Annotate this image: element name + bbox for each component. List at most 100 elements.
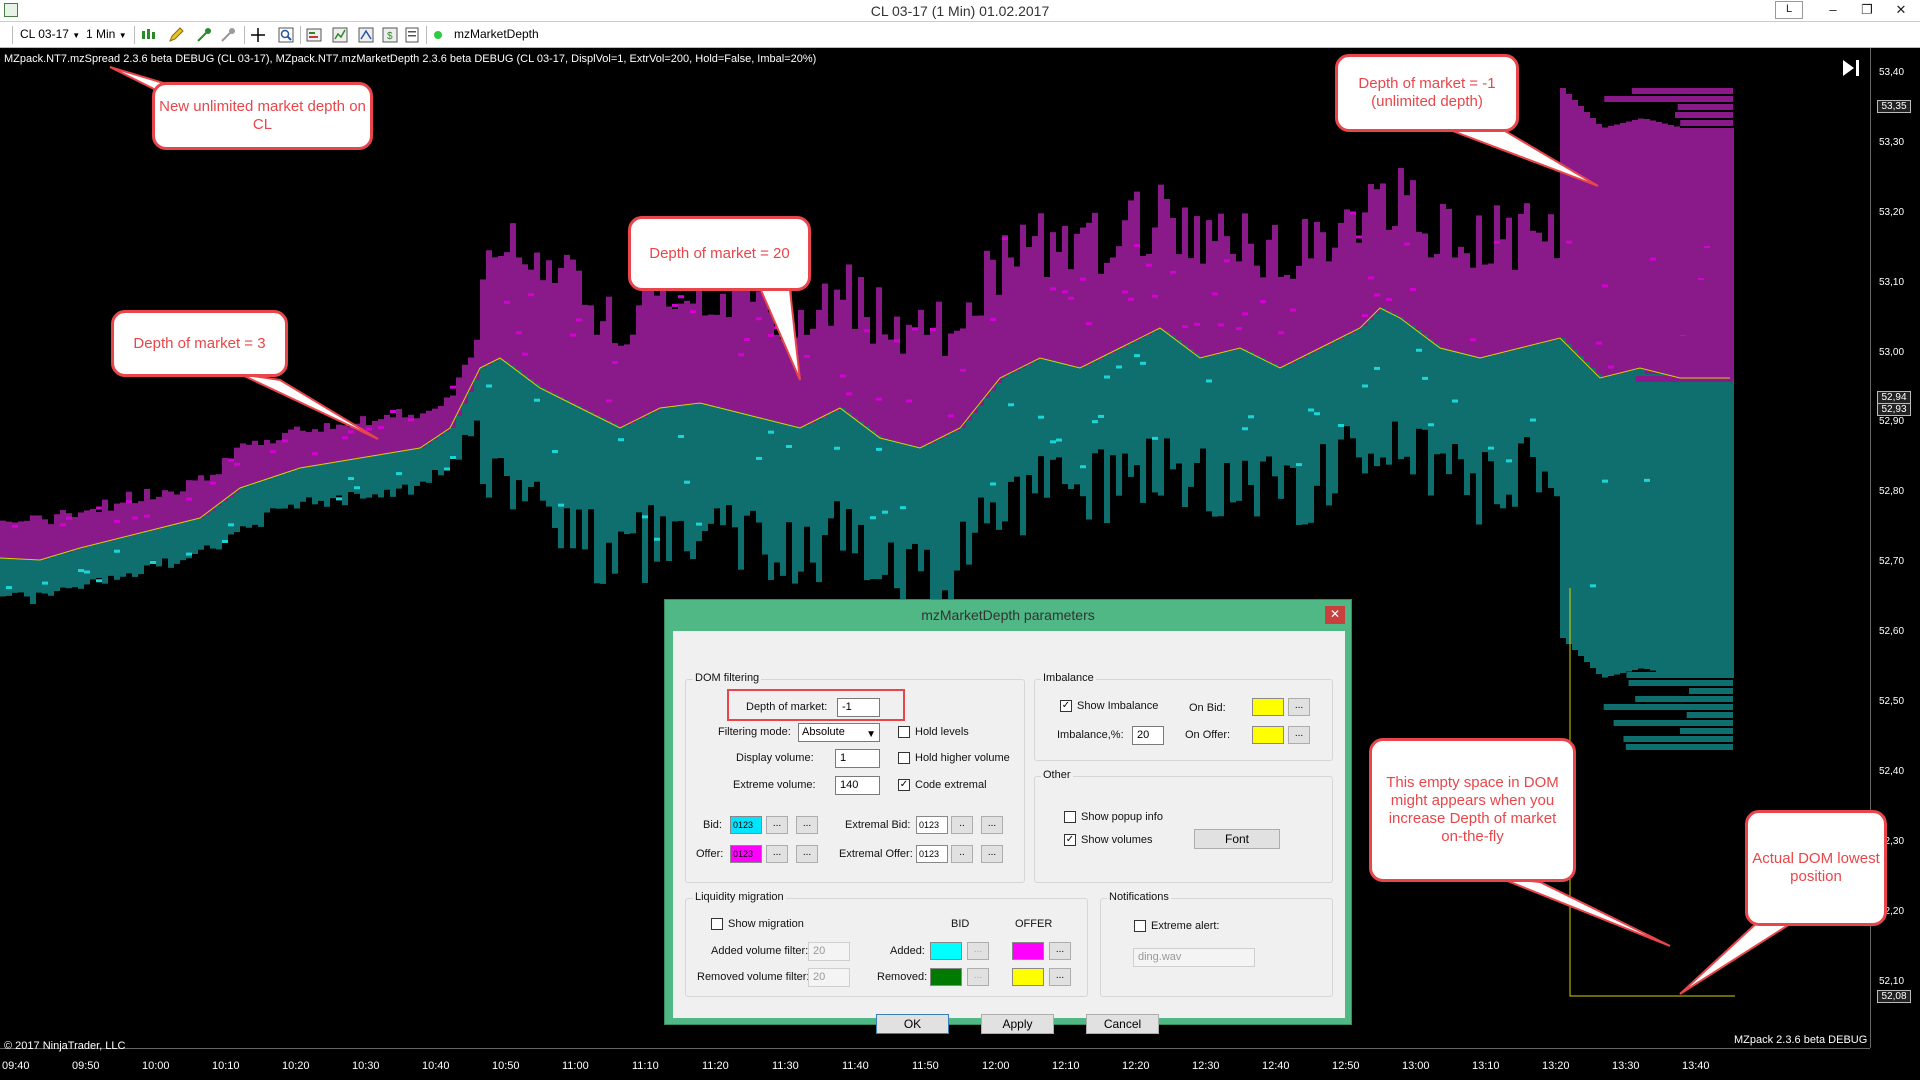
maximize-button[interactable]: ❐: [1861, 2, 1873, 17]
extremal-offer-swatch[interactable]: 0123: [916, 845, 948, 863]
bid-depth-bar: [1644, 369, 1650, 669]
hold-higher-checkbox[interactable]: [898, 752, 910, 764]
chart-style-icon[interactable]: [140, 27, 156, 43]
show-imbalance-checkbox[interactable]: ✓: [1060, 700, 1072, 712]
ask-depth-bar: [558, 267, 564, 397]
market-depth-plot[interactable]: [0, 48, 1870, 1048]
ok-button[interactable]: OK: [876, 1014, 949, 1034]
ask-extreme-mark: [1356, 235, 1362, 239]
filtering-mode-select[interactable]: Absolute ▼: [798, 723, 880, 742]
price-axis[interactable]: 53,40 53,30 53,20 53,10 53,00 52,90 52,8…: [1870, 48, 1920, 1048]
offer-color-swatch[interactable]: 0123: [730, 845, 762, 863]
extreme-alert-checkbox[interactable]: [1134, 920, 1146, 932]
dollar-icon[interactable]: $: [382, 27, 398, 43]
bid-depth-bar: [480, 368, 486, 485]
time-tick: 13:20: [1542, 1060, 1570, 1072]
bid-depth-bar: [834, 411, 840, 502]
dom-ladder-level: [1613, 720, 1733, 726]
removed-bid-button[interactable]: ...: [967, 968, 989, 986]
remove-drawing-icon[interactable]: [220, 27, 236, 43]
ask-extreme-mark: [342, 436, 348, 440]
ask-extreme-mark: [270, 450, 276, 454]
added-filter-input[interactable]: 20: [808, 942, 850, 961]
ask-extreme-mark: [1062, 290, 1068, 294]
notifications-label: Notifications: [1107, 891, 1171, 903]
on-bid-color-button[interactable]: ...: [1288, 698, 1310, 716]
crosshair-icon[interactable]: [250, 27, 266, 43]
bid-depth-bar: [1428, 339, 1434, 496]
ask-depth-bar: [1482, 264, 1488, 358]
bid-extreme-mark: [1314, 412, 1320, 416]
display-volume-input[interactable]: 1: [835, 749, 880, 768]
on-offer-color-button[interactable]: ...: [1288, 726, 1310, 744]
ask-depth-bar: [564, 254, 570, 400]
dialog-close-button[interactable]: ✕: [1325, 606, 1345, 624]
offer-color-button[interactable]: ...: [766, 845, 788, 863]
added-bid-button[interactable]: ...: [967, 942, 989, 960]
bid-depth-bar: [1302, 357, 1308, 525]
extremal-bid-swatch[interactable]: 0123: [916, 816, 948, 834]
ask-depth-bar: [660, 265, 666, 408]
ask-depth-bar: [1392, 225, 1398, 314]
code-extremal-checkbox[interactable]: ✓: [898, 779, 910, 791]
on-offer-color-swatch[interactable]: [1252, 726, 1284, 744]
strategies-icon[interactable]: [358, 27, 374, 43]
bid-depth-bar: [1092, 362, 1098, 454]
cancel-button[interactable]: Cancel: [1086, 1014, 1159, 1034]
minimize-button[interactable]: –: [1829, 2, 1837, 17]
ask-depth-bar: [156, 496, 162, 529]
depth-input[interactable]: -1: [837, 698, 880, 717]
instrument-selector[interactable]: CL 03-17 ▼: [20, 27, 80, 41]
zoom-icon[interactable]: [278, 27, 294, 43]
removed-filter-input[interactable]: 20: [808, 968, 850, 987]
time-axis[interactable]: 09:40 09:50 10:00 10:10 10:20 10:30 10:4…: [0, 1048, 1870, 1080]
added-offer-button[interactable]: ...: [1049, 942, 1071, 960]
interval-selector[interactable]: 1 Min ▼: [86, 27, 127, 41]
close-button[interactable]: ✕: [1895, 2, 1907, 17]
ask-depth-bar: [138, 501, 144, 534]
ask-depth-bar: [1260, 277, 1266, 358]
font-button[interactable]: Font: [1194, 829, 1280, 849]
ask-depth-bar: [894, 316, 900, 442]
bid-font-button[interactable]: ...: [796, 816, 818, 834]
layout-button[interactable]: L: [1775, 1, 1803, 19]
indicators-icon[interactable]: [332, 27, 348, 43]
dom-ladder-level: [1647, 200, 1733, 206]
extremal-offer-font-button[interactable]: ...: [981, 845, 1003, 863]
removed-offer-swatch[interactable]: [1012, 968, 1044, 986]
add-drawing-icon[interactable]: [196, 27, 212, 43]
bid-depth-bar: [1488, 356, 1494, 462]
bid-depth-bar: [66, 552, 72, 589]
sound-file-input[interactable]: ding.wav: [1133, 948, 1255, 967]
show-popup-checkbox[interactable]: [1064, 811, 1076, 823]
pencil-icon[interactable]: [168, 27, 184, 43]
extremal-bid-font-button[interactable]: ...: [981, 816, 1003, 834]
dom-ladder-level: [1664, 256, 1733, 262]
hold-levels-checkbox[interactable]: [898, 726, 910, 738]
ask-depth-bar: [1404, 195, 1410, 321]
apply-button[interactable]: Apply: [981, 1014, 1054, 1034]
show-migration-checkbox[interactable]: [711, 918, 723, 930]
bid-depth-bar: [324, 464, 330, 507]
bid-color-button[interactable]: ...: [766, 816, 788, 834]
properties-icon[interactable]: [306, 27, 322, 43]
jump-to-end-icon[interactable]: [1840, 58, 1862, 78]
bid-color-swatch[interactable]: 0123: [730, 816, 762, 834]
bid-depth-bar: [582, 409, 588, 550]
added-bid-swatch[interactable]: [930, 942, 962, 960]
show-volumes-checkbox[interactable]: ✓: [1064, 834, 1076, 846]
removed-bid-swatch[interactable]: [930, 968, 962, 986]
imbalance-percent-input[interactable]: 20: [1132, 726, 1164, 745]
extreme-volume-input[interactable]: 140: [835, 776, 880, 795]
indicator-name[interactable]: mzMarketDepth: [454, 27, 539, 41]
offer-font-button[interactable]: ...: [796, 845, 818, 863]
removed-offer-button[interactable]: ...: [1049, 968, 1071, 986]
bid-depth-bar: [786, 424, 792, 523]
extremal-offer-color-button[interactable]: ..: [951, 845, 973, 863]
on-bid-color-swatch[interactable]: [1252, 698, 1284, 716]
bid-depth-bar: [558, 397, 564, 549]
data-box-icon[interactable]: [404, 27, 420, 43]
added-offer-swatch[interactable]: [1012, 942, 1044, 960]
bid-depth-bar: [1458, 352, 1464, 460]
extremal-bid-color-button[interactable]: ..: [951, 816, 973, 834]
